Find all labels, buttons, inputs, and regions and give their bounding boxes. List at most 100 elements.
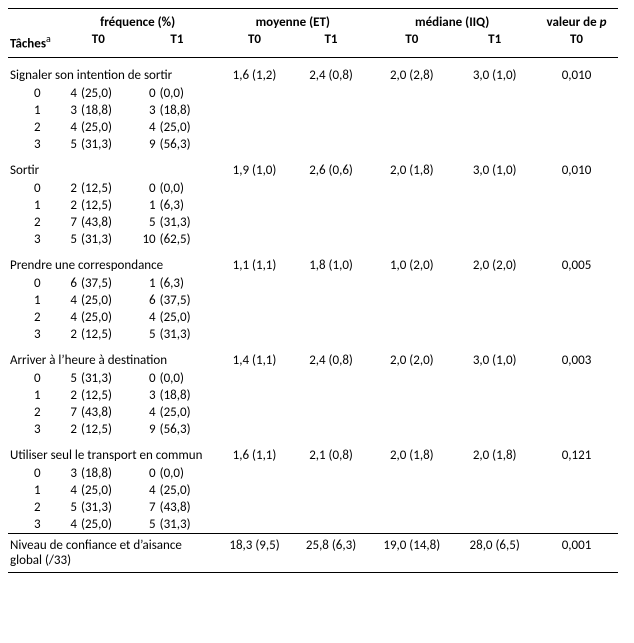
median-t1: 3,0 (1,0) (454, 58, 535, 86)
summary-p-value: 0,001 (535, 534, 618, 573)
freq-t1: 1(6,3) (138, 197, 217, 214)
mean-t0: 1,9 (1,0) (216, 153, 293, 180)
p-value: 0,010 (535, 153, 618, 180)
freq-t1: 0(0,0) (138, 180, 217, 197)
level-label: 2 (8, 499, 59, 516)
task-level-row: 35(31,3)9(56,3) (8, 136, 618, 153)
freq-t1: 3(18,8) (138, 102, 217, 119)
summary-label: Niveau de confiance et d’aisance global … (8, 534, 216, 573)
header-mean-t0: T0 (216, 30, 293, 58)
task-level-row: 02(12,5)0(0,0) (8, 180, 618, 197)
task-level-row: 27(43,8)4(25,0) (8, 404, 618, 421)
median-t0: 2,0 (2,8) (369, 58, 454, 86)
freq-t1: 4(25,0) (138, 119, 217, 136)
task-level-row: 12(12,5)1(6,3) (8, 197, 618, 214)
task-level-row: 05(31,3)0(0,0) (8, 370, 618, 387)
freq-t0: 7(43,8) (59, 214, 138, 231)
freq-t0: 4(25,0) (59, 119, 138, 136)
header-med-t1: T1 (454, 30, 535, 58)
freq-t0: 5(31,3) (59, 499, 138, 516)
task-level-row: 24(25,0)4(25,0) (8, 309, 618, 326)
task-level-row: 14(25,0)4(25,0) (8, 482, 618, 499)
freq-t1: 10(62,5) (138, 231, 217, 248)
task-row: Prendre une correspondance1,1 (1,1)1,8 (… (8, 248, 618, 275)
p-value: 0,010 (535, 58, 618, 86)
mean-t1: 2,6 (0,6) (293, 153, 370, 180)
freq-t1: 9(56,3) (138, 136, 217, 153)
level-label: 3 (8, 231, 59, 248)
summary-mean-t0: 18,3 (9,5) (216, 534, 293, 573)
freq-t0: 4(25,0) (59, 85, 138, 102)
task-level-row: 34(25,0)5(31,3) (8, 516, 618, 534)
freq-t1: 0(0,0) (138, 370, 217, 387)
task-row: Utiliser seul le transport en commun1,6 … (8, 438, 618, 465)
freq-t0: 4(25,0) (59, 292, 138, 309)
level-label: 3 (8, 136, 59, 153)
task-name: Arriver à l’heure à destination (8, 343, 216, 370)
freq-t1: 4(25,0) (138, 404, 217, 421)
summary-mean-t1: 25,8 (6,3) (293, 534, 370, 573)
freq-t0: 5(31,3) (59, 370, 138, 387)
freq-t0: 2(12,5) (59, 387, 138, 404)
freq-t0: 2(12,5) (59, 421, 138, 438)
mean-t1: 1,8 (1,0) (293, 248, 370, 275)
level-label: 1 (8, 292, 59, 309)
level-label: 1 (8, 387, 59, 404)
task-name: Sortir (8, 153, 216, 180)
freq-t1: 5(31,3) (138, 214, 217, 231)
freq-t0: 4(25,0) (59, 309, 138, 326)
level-label: 3 (8, 516, 59, 534)
header-tasks: Tâchesa (8, 30, 59, 58)
freq-t1: 5(31,3) (138, 516, 217, 534)
summary-median-t0: 19,0 (14,8) (369, 534, 454, 573)
summary-median-t1: 28,0 (6,5) (454, 534, 535, 573)
level-label: 0 (8, 85, 59, 102)
p-value: 0,003 (535, 343, 618, 370)
freq-t0: 2(12,5) (59, 180, 138, 197)
level-label: 1 (8, 102, 59, 119)
task-level-row: 06(37,5)1(6,3) (8, 275, 618, 292)
task-level-row: 12(12,5)3(18,8) (8, 387, 618, 404)
freq-t0: 3(18,8) (59, 102, 138, 119)
task-name: Utiliser seul le transport en commun (8, 438, 216, 465)
level-label: 2 (8, 119, 59, 136)
freq-t1: 6(37,5) (138, 292, 217, 309)
level-label: 2 (8, 214, 59, 231)
freq-t0: 2(12,5) (59, 197, 138, 214)
task-level-row: 25(31,3)7(43,8) (8, 499, 618, 516)
median-t1: 2,0 (2,0) (454, 248, 535, 275)
task-level-row: 04(25,0)0(0,0) (8, 85, 618, 102)
header-freq-t1: T1 (138, 30, 217, 58)
level-label: 3 (8, 326, 59, 343)
freq-t0: 5(31,3) (59, 136, 138, 153)
freq-t1: 3(18,8) (138, 387, 217, 404)
freq-t1: 5(31,3) (138, 326, 217, 343)
mean-t0: 1,6 (1,2) (216, 58, 293, 86)
header-p-t0: T0 (535, 30, 618, 58)
median-t1: 2,0 (1,8) (454, 438, 535, 465)
freq-t0: 3(18,8) (59, 465, 138, 482)
level-label: 0 (8, 275, 59, 292)
mean-t1: 2,4 (0,8) (293, 343, 370, 370)
mean-t0: 1,4 (1,1) (216, 343, 293, 370)
level-label: 1 (8, 482, 59, 499)
median-t1: 3,0 (1,0) (454, 343, 535, 370)
freq-t0: 4(25,0) (59, 516, 138, 534)
freq-t1: 0(0,0) (138, 465, 217, 482)
median-t0: 2,0 (1,8) (369, 438, 454, 465)
level-label: 1 (8, 197, 59, 214)
header-mean-t1: T1 (293, 30, 370, 58)
freq-t0: 2(12,5) (59, 326, 138, 343)
p-value: 0,005 (535, 248, 618, 275)
freq-t1: 9(56,3) (138, 421, 217, 438)
level-label: 0 (8, 180, 59, 197)
level-label: 0 (8, 465, 59, 482)
task-level-row: 14(25,0)6(37,5) (8, 292, 618, 309)
task-level-row: 32(12,5)5(31,3) (8, 326, 618, 343)
header-frequency: fréquence (%) (59, 9, 216, 31)
freq-t0: 7(43,8) (59, 404, 138, 421)
median-t0: 2,0 (1,8) (369, 153, 454, 180)
task-row: Arriver à l’heure à destination1,4 (1,1)… (8, 343, 618, 370)
header-med-t0: T0 (369, 30, 454, 58)
freq-t0: 5(31,3) (59, 231, 138, 248)
